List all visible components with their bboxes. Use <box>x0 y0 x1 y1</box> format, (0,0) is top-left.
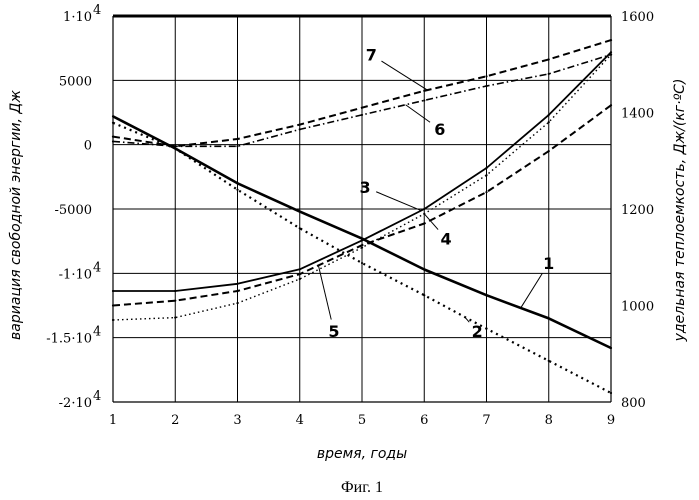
y-tick-label-left: -5000 <box>55 203 92 218</box>
leader-line <box>406 105 430 122</box>
curve-label: 7 <box>366 46 377 65</box>
leader-line <box>376 192 421 211</box>
figure-caption: Фиг. 1 <box>341 479 383 496</box>
y-tick-label-right: 800 <box>621 396 646 411</box>
data-point-1 <box>485 294 487 296</box>
leader-line <box>424 214 438 230</box>
x-tick-label: 4 <box>296 413 304 428</box>
y-tick-label-right: 1400 <box>621 107 654 122</box>
curve-label: 1 <box>543 254 554 273</box>
data-point-4 <box>236 290 238 292</box>
tick-labels: 1234567891·10450000-5000-1·104-1.5·104-2… <box>46 3 654 428</box>
data-point-2 <box>485 328 487 330</box>
data-point-1 <box>548 317 550 319</box>
data-point-5 <box>361 247 363 249</box>
data-point-4 <box>423 222 425 224</box>
annotations: 1 2 3 4 5 6 7 <box>318 46 554 342</box>
data-point-7 <box>548 58 550 60</box>
data-point-5 <box>174 316 176 318</box>
data-point-5 <box>299 278 301 280</box>
y-tick-exponent: 4 <box>93 325 101 340</box>
data-point-4 <box>548 150 550 152</box>
x-tick-label: 2 <box>171 413 179 428</box>
data-point-2 <box>236 189 238 191</box>
curve-label: 6 <box>434 120 445 139</box>
x-axis-label: время, годы <box>317 446 407 462</box>
data-point-4 <box>485 191 487 193</box>
data-point-5 <box>485 174 487 176</box>
x-tick-label: 3 <box>233 413 241 428</box>
x-tick-label: 9 <box>607 413 615 428</box>
curve-label: 3 <box>360 178 371 197</box>
data-point-3 <box>485 167 487 169</box>
data-point-2 <box>361 262 363 264</box>
y-tick-label-right: 1200 <box>621 203 654 218</box>
data-point-6 <box>423 99 425 101</box>
data-point-5 <box>236 302 238 304</box>
data-point-7 <box>174 145 176 147</box>
data-point-3 <box>236 283 238 285</box>
y-tick-exponent: 4 <box>93 389 101 404</box>
data-point-3 <box>361 239 363 241</box>
y-tick-label-left: -1·10 <box>59 267 92 282</box>
y-axis-label-right: удельная теплоемкость, Дж/(кг·ºС) <box>672 79 688 343</box>
y-tick-label-left: -1.5·10 <box>46 332 92 347</box>
data-point-7 <box>299 123 301 125</box>
x-tick-label: 1 <box>109 413 117 428</box>
y-tick-label-left: -2·10 <box>59 396 92 411</box>
data-point-2 <box>423 294 425 296</box>
data-point-4 <box>174 300 176 302</box>
data-point-6 <box>361 114 363 116</box>
curve-label: 5 <box>328 322 339 341</box>
y-tick-exponent: 4 <box>93 3 101 18</box>
data-point-2 <box>174 147 176 149</box>
x-tick-label: 6 <box>420 413 428 428</box>
x-tick-label: 5 <box>358 413 366 428</box>
curve-label: 2 <box>472 322 483 341</box>
y-tick-exponent: 4 <box>93 260 101 275</box>
data-point-7 <box>423 90 425 92</box>
data-point-3 <box>423 208 425 210</box>
data-point-1 <box>236 182 238 184</box>
data-point-3 <box>299 268 301 270</box>
leader-line <box>521 273 543 308</box>
data-point-4 <box>299 273 301 275</box>
data-point-6 <box>485 85 487 87</box>
y-tick-label-right: 1000 <box>621 300 654 315</box>
y-axis-label-left: вариация свободной энергии, Дж <box>8 90 24 340</box>
data-point-6 <box>236 145 238 147</box>
data-point-3 <box>548 114 550 116</box>
data-point-6 <box>548 73 550 75</box>
y-tick-label-left: 0 <box>84 139 92 154</box>
data-point-7 <box>236 138 238 140</box>
y-tick-label-left: 1·10 <box>63 10 92 25</box>
leader-line <box>465 317 470 322</box>
data-point-2 <box>299 227 301 229</box>
data-point-5 <box>548 121 550 123</box>
y-tick-label-right: 1600 <box>621 10 654 25</box>
data-point-2 <box>548 360 550 362</box>
data-point-3 <box>174 290 176 292</box>
data-point-1 <box>423 268 425 270</box>
data-point-4 <box>361 244 363 246</box>
y-tick-label-left: 5000 <box>59 74 92 89</box>
data-point-1 <box>299 210 301 212</box>
x-tick-label: 7 <box>482 413 490 428</box>
curve-label: 4 <box>440 230 451 249</box>
x-tick-label: 8 <box>545 413 553 428</box>
grid <box>113 16 611 402</box>
data-point-6 <box>299 128 301 130</box>
data-point-7 <box>485 75 487 77</box>
data-point-7 <box>361 107 363 109</box>
leader-line <box>381 61 427 90</box>
